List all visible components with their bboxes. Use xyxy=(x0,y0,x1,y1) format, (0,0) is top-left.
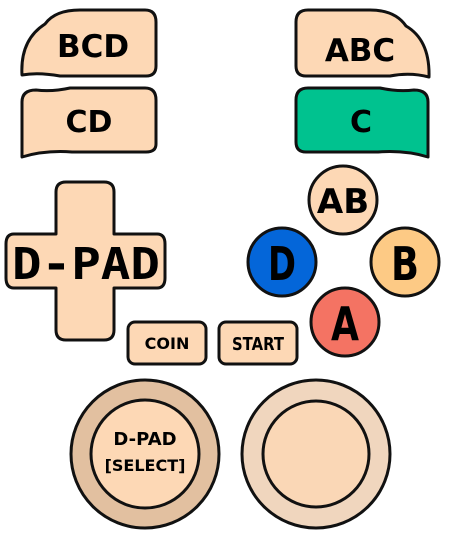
bcd-label: BCD xyxy=(57,29,129,65)
b-button[interactable]: B xyxy=(369,226,441,298)
ab-button[interactable]: AB xyxy=(307,164,379,236)
d-button[interactable]: D xyxy=(246,226,318,298)
coin-label: COIN xyxy=(145,334,190,353)
a-button[interactable]: A xyxy=(309,286,381,358)
bcd-shoulder-button[interactable]: BCD xyxy=(20,8,158,78)
right-analog-stick[interactable] xyxy=(240,378,392,530)
dpad-cross-icon xyxy=(4,180,167,342)
c-shoulder-button[interactable]: C xyxy=(294,86,430,159)
left-analog-stick[interactable]: D-PAD [SELECT] xyxy=(69,378,221,530)
d-label: D xyxy=(268,237,296,291)
left-analog-label-top: D-PAD xyxy=(113,429,176,450)
ab-label: AB xyxy=(317,182,369,222)
cd-shoulder-button[interactable]: CD xyxy=(20,86,158,159)
dpad-label: D-PAD xyxy=(12,239,160,290)
start-button[interactable]: START xyxy=(217,320,299,366)
c-label: C xyxy=(350,105,372,140)
coin-button[interactable]: COIN xyxy=(126,320,208,366)
start-label: START xyxy=(232,334,285,355)
a-label: A xyxy=(331,297,359,351)
left-analog-label-bottom: [SELECT] xyxy=(105,456,186,475)
abc-label: ABC xyxy=(325,33,395,69)
abc-shoulder-button[interactable]: ABC xyxy=(294,8,431,79)
dpad[interactable]: D-PAD xyxy=(4,180,167,342)
b-label: B xyxy=(391,237,419,291)
cd-label: CD xyxy=(66,105,113,140)
